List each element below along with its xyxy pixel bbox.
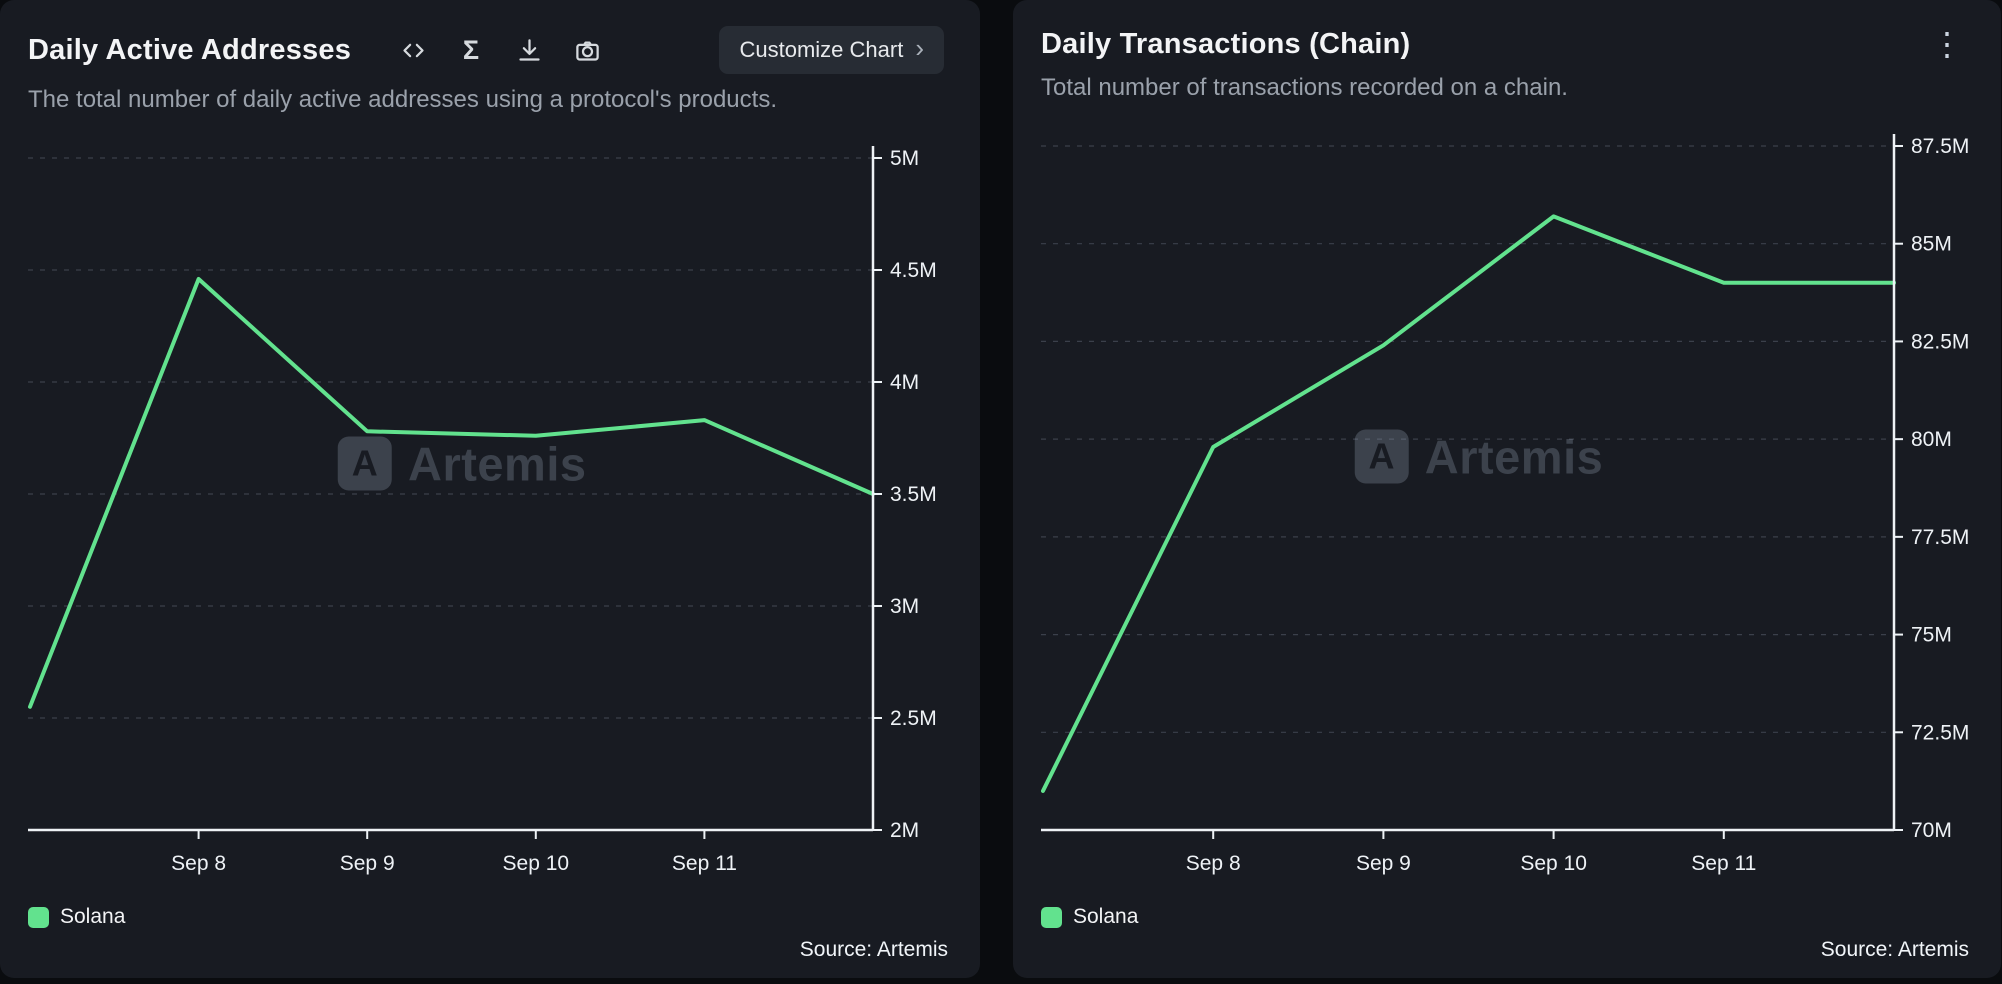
chart-subtitle: The total number of daily active address… — [28, 86, 777, 113]
source-label: Source: Artemis — [799, 938, 948, 961]
svg-text:Sep 8: Sep 8 — [171, 852, 226, 875]
svg-text:Sep 11: Sep 11 — [1691, 852, 1756, 875]
svg-text:85M: 85M — [1911, 233, 1952, 256]
customize-chart-label: Customize Chart — [739, 37, 904, 62]
chart-title: Daily Transactions (Chain) — [1041, 27, 1411, 60]
customize-chart-button[interactable]: Customize Chart › — [719, 26, 944, 74]
daily-active-addresses-chart[interactable]: 5M 4.5M 4M 3.5M 3M 2.5M 2M Sep 8 Sep 9 Sep 10 Sep … — [28, 124, 952, 896]
svg-text:Sep 11: Sep 11 — [672, 852, 737, 875]
legend-label: Solana — [60, 905, 126, 928]
download-button[interactable] — [507, 30, 551, 70]
panel-header: Daily Transactions (Chain) ⋮ — [1041, 26, 1973, 62]
panel-daily-active-addresses: Daily Active Addresses Σ — [0, 0, 980, 978]
kebab-menu-icon: ⋮ — [1931, 26, 1963, 62]
svg-text:Sep 10: Sep 10 — [503, 852, 570, 875]
svg-text:4M: 4M — [890, 371, 919, 394]
legend-label: Solana — [1073, 905, 1139, 928]
svg-text:5M: 5M — [890, 147, 919, 170]
svg-text:70M: 70M — [1911, 819, 1952, 842]
svg-text:75M: 75M — [1911, 624, 1952, 647]
chevron-right-icon: › — [915, 33, 924, 63]
svg-text:72.5M: 72.5M — [1911, 721, 1969, 744]
screenshot-button[interactable] — [565, 30, 609, 70]
embed-code-button[interactable] — [391, 30, 435, 70]
camera-icon — [575, 41, 599, 61]
svg-text:82.5M: 82.5M — [1911, 330, 1969, 353]
legend: Solana — [28, 900, 952, 934]
svg-text:Sep 10: Sep 10 — [1520, 852, 1587, 875]
chart-title: Daily Active Addresses — [28, 33, 352, 66]
svg-text:Sep 9: Sep 9 — [1356, 852, 1411, 875]
legend-item-solana[interactable]: Solana — [28, 905, 125, 929]
more-options-button[interactable]: ⋮ — [1921, 26, 1973, 62]
svg-text:3M: 3M — [890, 595, 919, 618]
legend-item-solana[interactable]: Solana — [1041, 905, 1138, 929]
source-label: Source: Artemis — [1820, 938, 1969, 961]
download-icon — [518, 38, 540, 61]
panel-daily-transactions-chain: Daily Transactions (Chain) ⋮ Total numbe… — [1013, 0, 2001, 978]
svg-text:Sep 8: Sep 8 — [1186, 852, 1241, 875]
svg-text:4.5M: 4.5M — [890, 259, 937, 282]
svg-text:2M: 2M — [890, 819, 919, 842]
code-icon — [402, 43, 424, 57]
svg-text:77.5M: 77.5M — [1911, 526, 1969, 549]
chart-area: A Artemis 5M 4.5M 4M 3.5M 3M 2.5M 2M Sep 8 Sep 9… — [28, 124, 952, 896]
svg-text:87.5M: 87.5M — [1911, 135, 1969, 158]
chart-toolbar: Σ — [391, 30, 609, 70]
legend-swatch — [28, 906, 49, 928]
daily-transactions-chart[interactable]: 87.5M 85M 82.5M 80M 77.5M 75M 72.5M 70M Sep 8 Sep… — [1041, 112, 1973, 896]
chart-subtitle: Total number of transactions recorded on… — [1041, 74, 1568, 101]
chart-area: A Artemis 87.5M 85M 82.5M 80M 77.5M 75M 72.5M 7… — [1041, 112, 1973, 896]
svg-text:80M: 80M — [1911, 428, 1952, 451]
svg-text:2.5M: 2.5M — [890, 707, 937, 730]
panel-header: Daily Active Addresses Σ — [28, 26, 952, 74]
legend: Solana — [1041, 900, 1973, 934]
svg-text:Sep 9: Sep 9 — [340, 852, 395, 875]
aggregate-sum-button[interactable]: Σ — [449, 30, 493, 70]
sigma-icon: Σ — [462, 34, 480, 65]
legend-swatch — [1041, 906, 1062, 928]
svg-text:3.5M: 3.5M — [890, 483, 937, 506]
